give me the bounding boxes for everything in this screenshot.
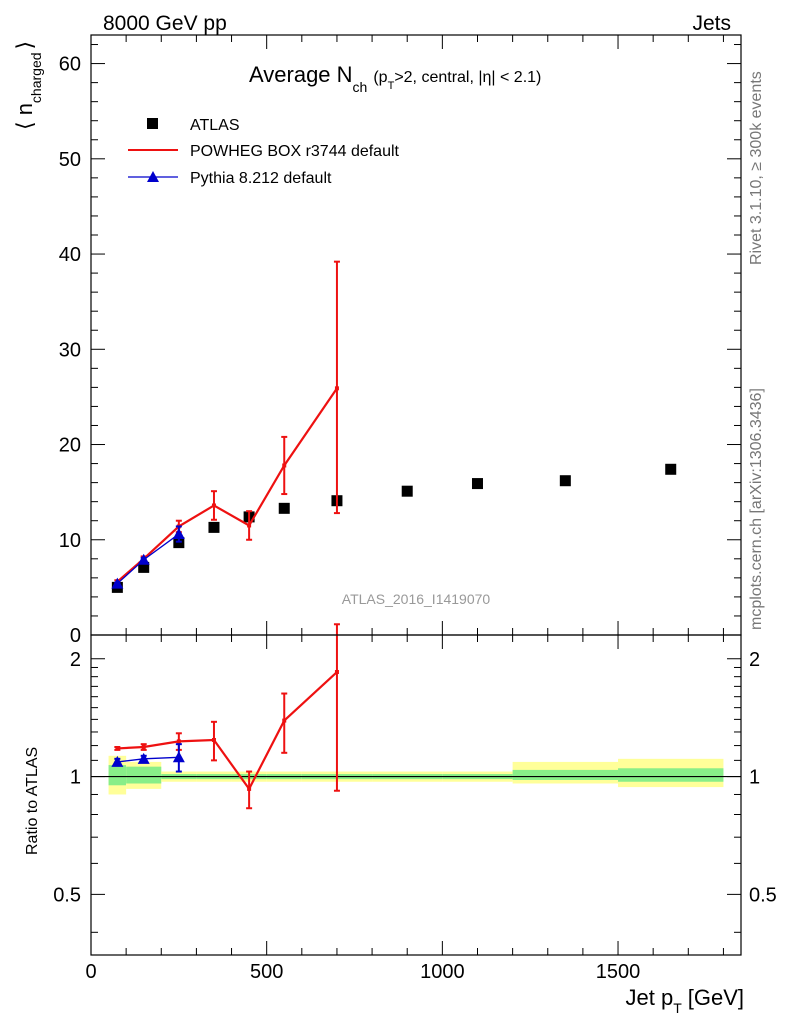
powheg-point-5	[282, 463, 287, 468]
powheg-point-4	[247, 523, 252, 528]
ratio-pythia-point-1	[137, 752, 150, 764]
ratio-band-inner-10	[618, 768, 724, 782]
ratio-pythia-point-2	[172, 751, 185, 763]
ratio-ylabel: Ratio to ATLAS	[24, 747, 41, 855]
main-ytick-label-20: 20	[59, 435, 81, 457]
ratio-band-inner-1	[126, 766, 162, 784]
ratio-ytick-label-right-0.5: 0.5	[749, 884, 777, 906]
ratio-ytick-label-right-2: 2	[749, 649, 760, 671]
legend-pythia-label: Pythia 8.212 default	[190, 170, 332, 187]
powheg-line	[116, 387, 338, 583]
ratio-ytick-label-right-1: 1	[749, 767, 760, 789]
xtick-label-0: 0	[85, 961, 96, 983]
mcplots-label: mcplots.cern.ch [arXiv:1306.3436]	[748, 388, 765, 630]
atlas-point-9	[559, 475, 571, 487]
ratio-band-inner-0	[108, 765, 127, 786]
main-frame	[90, 34, 742, 636]
rivet-label: Rivet 3.1.10, ≥ 300k events	[748, 71, 765, 265]
ratio-band-inner-9	[512, 769, 619, 780]
xtick-label-500: 500	[250, 961, 283, 983]
main-title: Average Nch(pT>2, central, |η| < 2.1)	[249, 62, 541, 95]
main-ytick-label-60: 60	[59, 54, 81, 76]
atlas-point-1	[138, 561, 150, 573]
main-ytick-label-30: 30	[59, 339, 81, 361]
ratio-frame	[90, 634, 742, 956]
x-axis-label: Jet pT [GeV]	[625, 985, 744, 1016]
pythia-line	[116, 533, 180, 585]
ratio-powheg-point-4	[247, 786, 252, 791]
ratio-powheg-point-0	[115, 746, 120, 751]
powheg-point-3	[211, 503, 216, 508]
main-ytick-label-0: 0	[70, 625, 81, 647]
main-ytick-label-50: 50	[59, 149, 81, 171]
ratio-powheg-point-5	[282, 718, 287, 723]
analysis-watermark: ATLAS_2016_I1419070	[342, 591, 491, 607]
ratio-powheg-point-6	[334, 670, 339, 675]
pythia-point-1	[137, 553, 150, 565]
main-ytick-label-10: 10	[59, 530, 81, 552]
pythia-point-0	[111, 577, 124, 589]
xtick-label-1500: 1500	[596, 961, 641, 983]
legend-atlas-marker	[147, 118, 158, 129]
main-ylabel: ⟨ ncharged⟩	[12, 41, 44, 130]
header-right: Jets	[692, 12, 731, 35]
atlas-point-10	[665, 463, 677, 475]
ratio-powheg-point-1	[141, 745, 146, 749]
ratio-powheg-point-2	[176, 739, 181, 744]
legend-powheg-label: POWHEG BOX r3744 default	[190, 143, 400, 160]
ratio-ytick-label-left-2: 2	[70, 649, 81, 671]
legend: ATLAS POWHEG BOX r3744 default Pythia 8.…	[128, 117, 400, 187]
ratio-panel: 0.5 0.51 12 20 500 1000 1500	[53, 623, 777, 983]
pythia-point-2	[172, 528, 185, 540]
ratio-ytick-label-left-1: 1	[70, 767, 81, 789]
atlas-point-3	[208, 521, 220, 533]
xtick-label-1000: 1000	[420, 961, 465, 983]
main-panel: 0 10 20 30 40 50 60	[59, 34, 742, 647]
legend-pythia-marker	[147, 171, 159, 182]
atlas-point-5	[278, 502, 290, 514]
ratio-ytick-label-left-0.5: 0.5	[53, 884, 81, 906]
ratio-pythia-point-0	[111, 755, 124, 767]
legend-atlas-label: ATLAS	[190, 117, 240, 134]
header-left: 8000 GeV pp	[103, 12, 227, 35]
atlas-point-8	[471, 478, 483, 490]
main-ytick-label-40: 40	[59, 244, 81, 266]
powheg-point-6	[334, 386, 339, 391]
atlas-point-7	[401, 485, 413, 497]
ratio-powheg-point-3	[211, 738, 216, 743]
